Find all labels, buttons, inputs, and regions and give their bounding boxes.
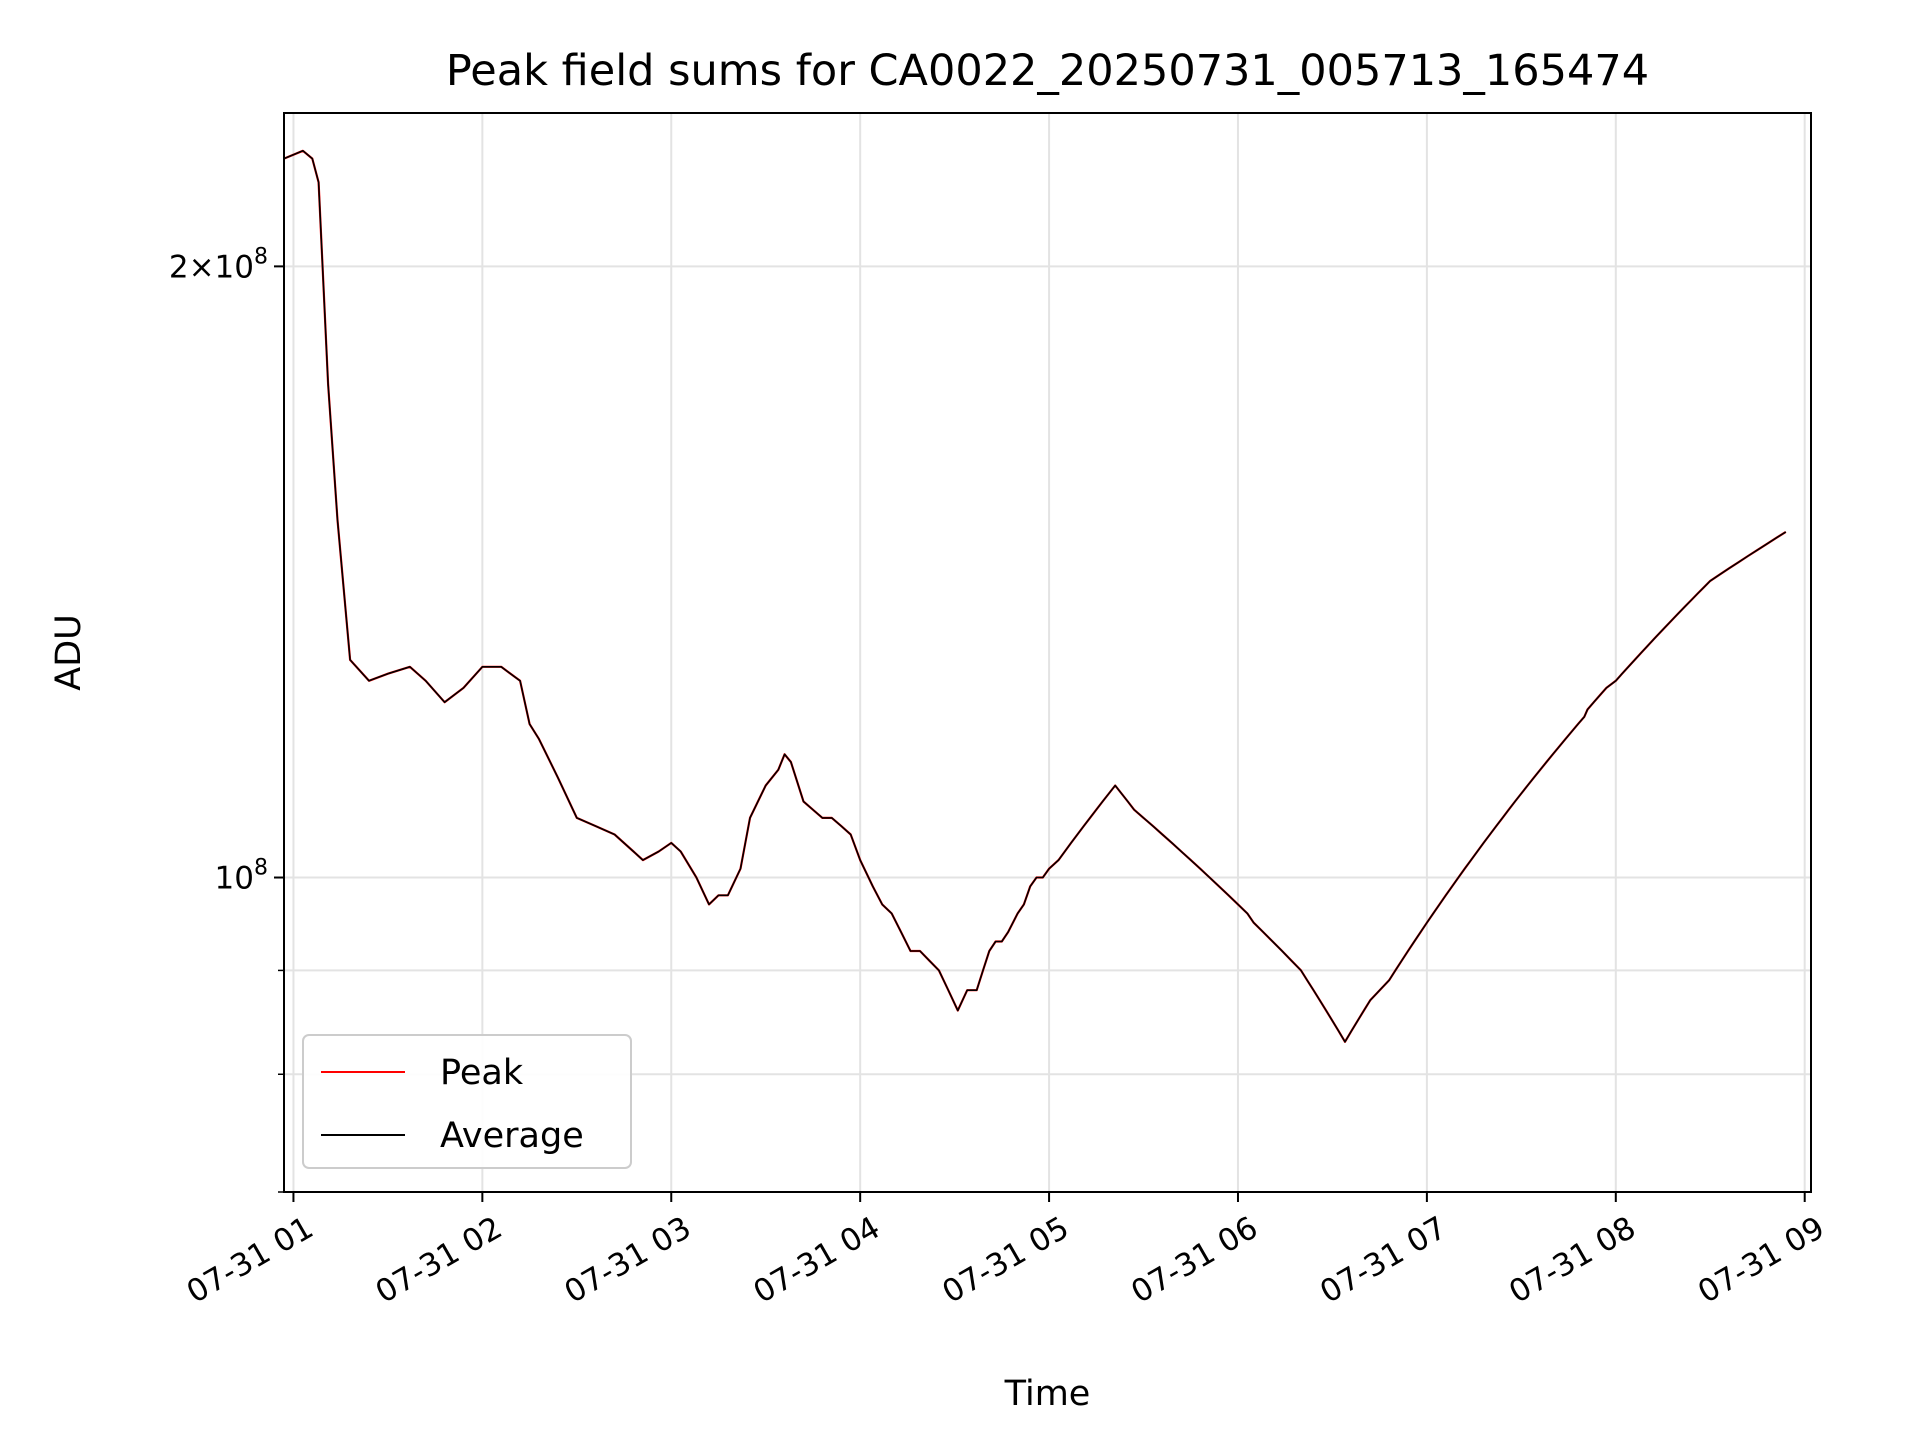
y-tick-label: 108: [215, 856, 268, 897]
series-line-average: [283, 150, 1787, 1043]
y-axis: 108 2×108: [169, 244, 284, 1193]
y-tick-label: 2×108: [169, 244, 268, 285]
plot-frame: [283, 112, 1812, 1193]
series-lines: [283, 149, 1787, 1043]
legend-label-average: Average: [440, 1116, 584, 1156]
legend: Peak Average: [302, 1034, 632, 1169]
legend-label-peak: Peak: [440, 1053, 524, 1093]
x-axis-label: Time: [1004, 1374, 1091, 1414]
y-axis-label: ADU: [49, 614, 89, 691]
chart-title: Peak field sums for CA0022_20250731_0057…: [446, 46, 1649, 96]
grid: [284, 113, 1811, 1193]
